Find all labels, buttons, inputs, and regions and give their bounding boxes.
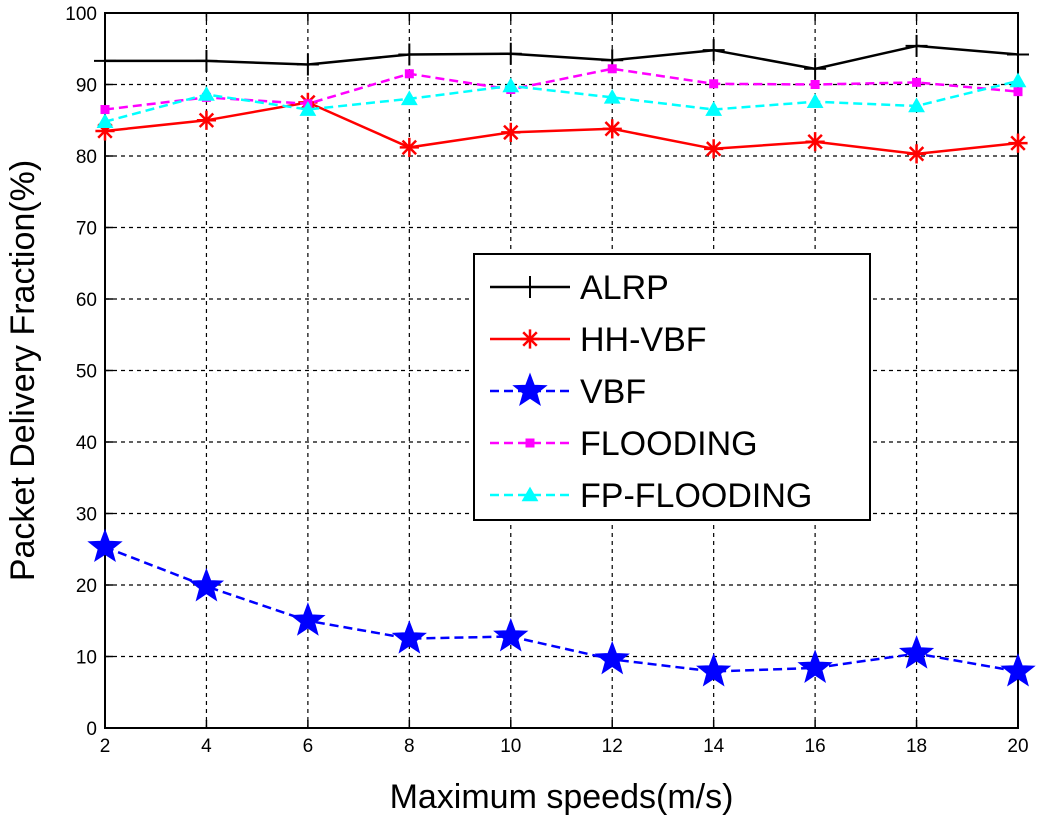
data-point-marker: [188, 567, 225, 602]
legend-item: FP-FLOODING: [490, 477, 812, 515]
y-tick-label: 70: [76, 219, 97, 240]
data-point-marker: [501, 122, 521, 143]
x-tick-label: 6: [303, 736, 314, 757]
data-point-marker: [912, 77, 922, 87]
data-point-marker: [696, 652, 732, 687]
data-point-marker: [391, 620, 427, 654]
legend-item: VBF: [490, 372, 646, 411]
series-line: [104, 67, 1019, 111]
y-tick-label: 50: [76, 362, 97, 383]
data-point-marker: [704, 139, 724, 159]
legend-item: HH-VBF: [490, 321, 707, 359]
data-point-marker: [94, 49, 116, 72]
series-line: [105, 44, 1019, 71]
legend-item: FLOODING: [490, 425, 758, 463]
series-alrp: [94, 34, 1029, 80]
data-point-marker: [198, 86, 215, 101]
data-point-marker: [404, 69, 414, 79]
x-tick-label: 12: [602, 736, 623, 757]
series-line: [104, 101, 1019, 156]
y-tick-label: 90: [76, 76, 97, 97]
data-point-marker: [705, 101, 723, 116]
data-point-marker: [87, 528, 123, 563]
series-line: [104, 545, 1019, 673]
data-point-marker: [908, 97, 925, 113]
data-point-marker: [905, 34, 928, 57]
data-point-marker: [398, 43, 421, 66]
data-point-marker: [1000, 652, 1036, 687]
x-tick-label: 14: [703, 736, 725, 757]
series-fp-flooding: [96, 72, 1027, 128]
data-point-marker: [1013, 87, 1023, 97]
x-tick-label: 20: [1007, 736, 1028, 757]
y-tick-label: 20: [76, 576, 97, 597]
legend-label: VBF: [580, 373, 646, 411]
legend-item: ALRP: [490, 269, 669, 307]
data-point-marker: [709, 79, 719, 89]
data-point-marker: [520, 329, 540, 349]
data-point-marker: [96, 113, 114, 128]
legend: ALRP HH-VBF VBF FLOODING FP-FLOODING: [473, 253, 871, 521]
data-point-marker: [810, 80, 820, 89]
y-tick-label: 60: [76, 290, 97, 311]
axis-ticks: 2 4 6 8 10 12 14 16 18 20 0 10 20 30 40 50 60 70 80 90 100: [65, 4, 1028, 757]
data-point-marker: [1008, 133, 1028, 153]
legend-label: FP-FLOODING: [580, 477, 812, 515]
data-point-marker: [299, 101, 317, 116]
data-point-marker: [525, 438, 535, 448]
x-tick-label: 8: [404, 736, 415, 757]
data-point-marker: [399, 137, 419, 158]
data-point-marker: [502, 77, 520, 93]
y-tick-label: 100: [65, 4, 97, 25]
x-tick-label: 10: [500, 736, 521, 757]
data-point-marker: [519, 276, 541, 298]
data-point-marker: [296, 53, 319, 76]
legend-label: ALRP: [580, 269, 669, 307]
data-point-marker: [906, 144, 927, 164]
data-point-marker: [196, 110, 217, 130]
y-axis-title: Packet Delivery Fraction(%): [4, 160, 42, 581]
y-tick-label: 30: [76, 505, 97, 526]
data-point-marker: [805, 132, 825, 152]
data-point-marker: [499, 42, 522, 65]
legend-label: HH-VBF: [580, 321, 707, 359]
data-point-marker: [512, 372, 548, 406]
x-tick-label: 2: [100, 736, 111, 757]
data-point-marker: [1007, 43, 1029, 66]
data-point-marker: [797, 649, 833, 683]
data-point-marker: [607, 64, 617, 74]
data-point-marker: [898, 635, 935, 669]
y-tick-label: 80: [76, 147, 97, 168]
data-point-marker: [602, 119, 622, 139]
data-point-marker: [804, 57, 827, 80]
y-tick-label: 0: [86, 719, 97, 740]
y-tick-label: 40: [76, 433, 97, 454]
series-vbf: [87, 528, 1036, 687]
data-point-marker: [195, 49, 218, 72]
x-axis-title: Maximum speeds(m/s): [390, 778, 734, 816]
x-tick-label: 18: [906, 736, 927, 757]
y-tick-label: 10: [76, 648, 97, 669]
data-point-marker: [594, 640, 630, 675]
data-point-marker: [603, 88, 621, 104]
data-point-marker: [702, 39, 725, 62]
series-lines: [87, 34, 1036, 687]
data-point-marker: [806, 93, 824, 108]
legend-label: FLOODING: [580, 425, 758, 463]
data-point-marker: [100, 105, 110, 115]
data-point-marker: [1009, 72, 1027, 88]
x-tick-label: 16: [805, 736, 826, 757]
data-point-marker: [400, 90, 418, 106]
data-point-marker: [493, 617, 529, 652]
data-point-marker: [290, 602, 326, 636]
series-line: [104, 79, 1019, 123]
x-tick-label: 4: [201, 736, 212, 757]
data-point-marker: [521, 486, 539, 502]
